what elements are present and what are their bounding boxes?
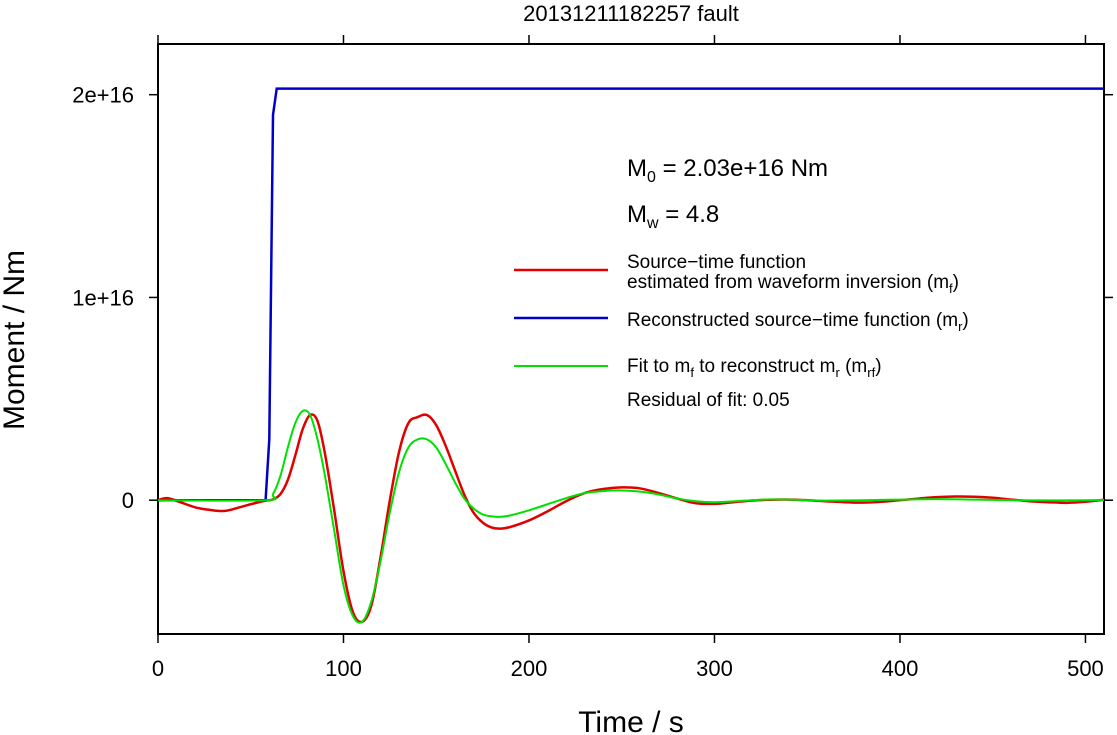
series-line-mf (157, 413, 1105, 624)
x-tick-label: 200 (511, 656, 548, 681)
plot-frame (157, 43, 1105, 635)
legend: Source−time function estimated from wave… (514, 252, 969, 411)
mw-symbol: M (627, 201, 647, 228)
legend-mf-sub: f (949, 281, 953, 296)
legend-mrf-pre: Fit to m (627, 356, 690, 377)
mw-subscript: w (646, 215, 659, 232)
y-tick-label: 1e+16 (72, 285, 134, 310)
legend-mrf-sub2: r (835, 365, 840, 380)
legend-label-mf-line1: Source−time function (627, 252, 806, 273)
chart-title: 20131211182257 fault (523, 1, 739, 26)
mw-value: = 4.8 (659, 201, 720, 228)
x-tick-label: 500 (1067, 656, 1104, 681)
legend-mf-pre: estimated from waveform inversion (m (627, 272, 949, 293)
x-tick-label: 100 (325, 656, 362, 681)
legend-label-mf-line2: estimated from waveform inversion (mf) (627, 272, 959, 296)
legend-mrf-sub1: f (690, 365, 694, 380)
legend-label-mr: Reconstructed source−time function (mr) (627, 310, 969, 334)
x-tick-label: 300 (696, 656, 733, 681)
mw-annotation: Mw = 4.8 (627, 201, 719, 232)
m0-annotation: M0 = 2.03e+16 Nm (627, 155, 828, 186)
legend-mrf-post: ) (875, 356, 881, 377)
legend-mr-post: ) (962, 310, 968, 331)
legend-mrf-mid: to reconstruct m (694, 356, 836, 377)
residual-annotation: Residual of fit: 0.05 (627, 390, 790, 411)
x-axis-label: Time / s (578, 706, 684, 735)
legend-mf-post: ) (953, 272, 959, 293)
series-line-mrf (157, 409, 1105, 624)
legend-label-mrf: Fit to mf to reconstruct mr (mrf) (627, 356, 882, 380)
legend-mrf-mid2: (m (840, 356, 867, 377)
series-layer (157, 87, 1105, 624)
m0-subscript: 0 (647, 169, 656, 186)
m0-symbol: M (627, 155, 647, 182)
y-tick-label: 2e+16 (72, 83, 134, 108)
y-axis-label: Moment / Nm (0, 250, 31, 430)
ticks-layer: 0 100 200 300 400 500 0 1e+16 2e+16 (72, 35, 1113, 681)
legend-mr-sub: r (958, 319, 963, 334)
x-tick-label: 400 (882, 656, 919, 681)
legend-mr-pre: Reconstructed source−time function (m (627, 310, 958, 331)
y-tick-label: 0 (122, 488, 134, 513)
m0-value: = 2.03e+16 Nm (656, 155, 828, 182)
legend-mrf-sub3: rf (867, 365, 875, 380)
x-tick-label: 0 (152, 656, 164, 681)
